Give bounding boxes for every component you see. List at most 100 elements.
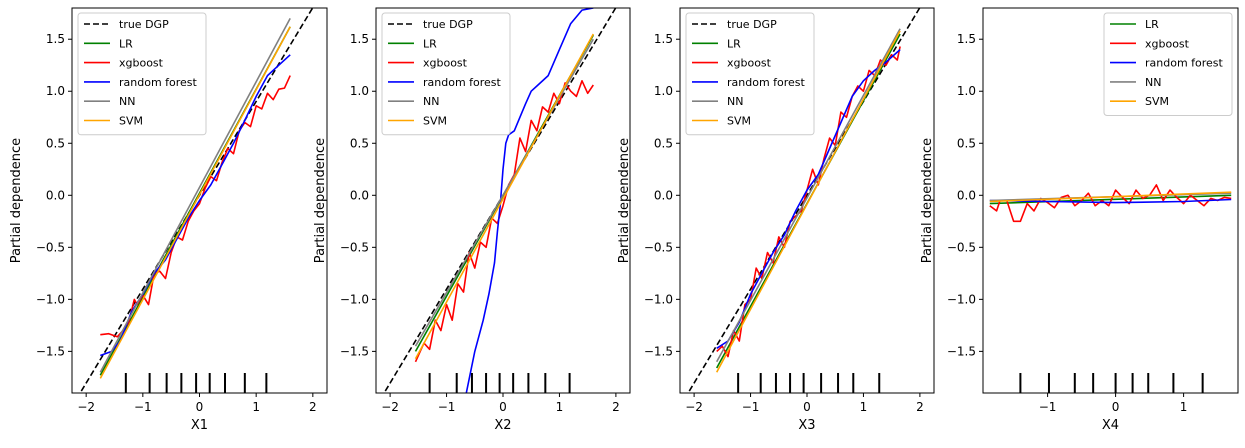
plot-area [989,184,1232,223]
legend: LR xgboost random forest NN SVM [1103,12,1233,116]
series-nn [414,38,594,347]
legend-label: true DGP [119,18,169,31]
y-axis-label: Partial dependence [9,138,24,263]
plot-area [383,8,617,393]
x-tick-label: 0 [499,400,507,414]
legend-label: NN [1145,76,1161,89]
x-tick-label: 2 [612,400,620,414]
legend-label: xgboost [1145,37,1190,50]
chart-panel-3: −2 −1 0 1 2 −1.5 −1.0 −0.5 0.0 0.5 1.0 1.5 X3 Partial… [617,7,935,433]
x-tick-label: −2 [381,400,399,414]
y-tick-label: 0.5 [46,136,65,150]
chart-panel-4: −1 0 1 −1.5 −1.0 −0.5 0.0 0.5 1.0 1.5 X4 Partial de… [920,7,1239,433]
series-svm [99,26,291,379]
series-random-forest [989,198,1232,204]
y-tick-label: 1.0 [350,84,369,98]
legend-label: SVM [1145,95,1169,108]
legend-label: LR [1145,18,1159,31]
y-tick-label: 0.0 [350,188,369,202]
series-svm [414,33,595,360]
y-axis-label: Partial dependence [313,138,328,263]
y-tick-label: 1.0 [654,84,673,98]
y-tick-label: 0.5 [654,136,673,150]
y-tick-label: 0.0 [957,188,976,202]
series-nn [715,28,901,363]
legend: true DGP LR xgboost random forest NN SVM [685,12,815,136]
y-tick-label: 0.0 [654,188,673,202]
legend-label: random forest [1145,57,1224,70]
legend-label: xgboost [119,57,164,70]
legend-label: random forest [423,76,502,89]
y-tick-label: 0.5 [957,136,976,150]
plot-area [79,8,314,393]
y-tick-label: −1.5 [644,344,673,358]
y-tick-label: −1.5 [340,344,369,358]
x-tick-label: 0 [196,400,204,414]
series-xgboost [100,75,291,338]
legend-label: random forest [727,76,806,89]
x-tick-label: 0 [803,400,811,414]
y-tick-label: 1.5 [654,32,673,46]
legend-label: SVM [119,115,143,128]
x-tick-label: −1 [742,400,760,414]
y-tick-label: 1.0 [957,84,976,98]
y-tick-label: 1.5 [46,32,65,46]
legend: true DGP LR xgboost random forest NN SVM [381,12,511,136]
rug-marks [737,373,881,393]
series-svm [715,30,901,373]
x-tick-label: 0 [1112,400,1120,414]
x-axis-label: X4 [1102,418,1119,433]
x-tick-label: −1 [1039,400,1057,414]
x-axis-label: X3 [798,418,815,433]
legend-label: NN [119,95,135,108]
y-axis-label: Partial dependence [920,138,935,263]
legend: true DGP LR xgboost random forest NN SVM [77,12,207,136]
legend-label: xgboost [423,57,468,70]
x-tick-label: 1 [860,400,868,414]
legend-label: NN [423,95,439,108]
legend-label: random forest [119,76,198,89]
series-xgboost [989,184,1232,223]
x-tick-label: −1 [134,400,152,414]
y-tick-label: −1.5 [947,344,976,358]
series-nn [99,18,291,373]
y-tick-label: 0.0 [46,188,65,202]
legend-label: LR [423,37,437,50]
y-tick-label: −0.5 [340,240,369,254]
legend-label: true DGP [727,18,777,31]
series-random-forest [465,8,594,393]
y-tick-label: −1.0 [340,292,369,306]
x-tick-label: 1 [252,400,260,414]
y-tick-label: 1.5 [957,32,976,46]
x-tick-label: −2 [685,400,703,414]
axes-frame [982,7,1239,394]
series-svm [989,191,1232,203]
legend-box [1103,12,1233,116]
legend-label: SVM [423,115,447,128]
x-tick-label: 1 [1180,400,1188,414]
y-tick-label: −1.5 [36,344,65,358]
y-tick-label: −0.5 [947,240,976,254]
x-tick-label: −1 [438,400,456,414]
y-tick-label: 0.5 [350,136,369,150]
x-axis-label: X2 [494,418,511,433]
y-tick-label: 1.0 [46,84,65,98]
chart-panel-1: −2 −1 0 1 2 −1.5 −1.0 −0.5 0.0 0.5 1.0 1.5 X1 Partial… [9,7,328,433]
legend-label: xgboost [727,57,772,70]
legend-label: NN [727,95,743,108]
y-tick-label: −1.0 [947,292,976,306]
x-tick-label: −2 [77,400,95,414]
x-tick-label: 2 [916,400,924,414]
x-axis-label: X1 [191,418,208,433]
y-tick-label: −0.5 [36,240,65,254]
plot-area [687,8,921,393]
rug-marks [124,373,268,393]
legend-label: SVM [727,115,751,128]
chart-panel-2: −2 −1 0 1 2 −1.5 −1.0 −0.5 0.0 0.5 1.0 1.5 X2 Partial… [313,7,631,433]
legend-label: true DGP [423,18,473,31]
y-tick-label: −1.0 [36,292,65,306]
y-tick-label: −0.5 [644,240,673,254]
y-tick-label: −1.0 [644,292,673,306]
series-random-forest [716,49,901,349]
